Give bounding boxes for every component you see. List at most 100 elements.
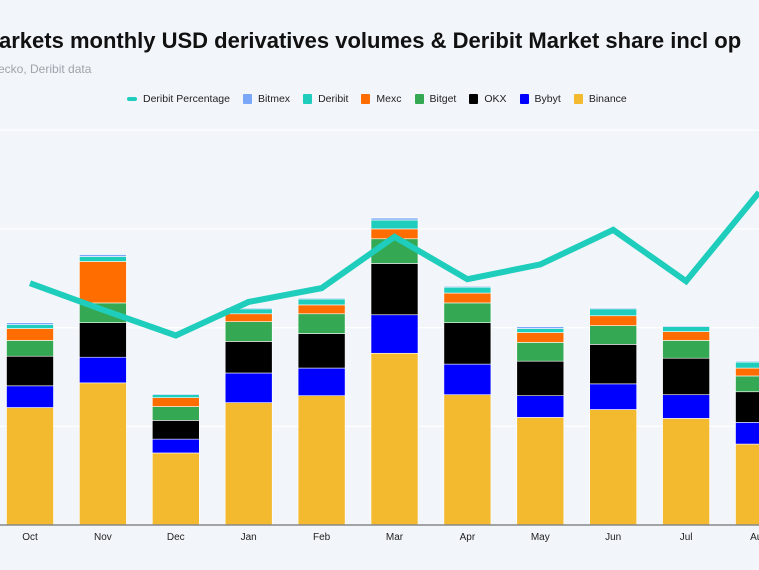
bar-bybyt-jan xyxy=(224,372,273,403)
bar-bybyt-feb xyxy=(297,367,346,397)
bar-okx-mar xyxy=(370,263,419,316)
bar-bitmex-nov xyxy=(79,254,127,257)
x-tick-label: Jun xyxy=(605,532,621,543)
bar-bitget-feb xyxy=(297,313,346,334)
bar-bitmex-oct xyxy=(6,322,54,325)
legend-label: Deribit xyxy=(318,93,349,105)
legend-swatch xyxy=(242,94,252,104)
legend-label: OKX xyxy=(484,93,507,105)
bar-deribit-feb xyxy=(297,298,346,306)
bar-okx-jun xyxy=(589,344,638,385)
bar-bybyt-nov xyxy=(79,356,127,384)
legend-label: Binance xyxy=(588,93,627,105)
x-tick-label: Feb xyxy=(313,532,331,543)
bar-deribit-mar xyxy=(370,219,419,230)
bar-deribit-dec xyxy=(152,394,200,398)
bar-binance-apr xyxy=(443,394,492,526)
x-tick-label: Aug xyxy=(750,532,759,543)
x-tick-label: Jul xyxy=(680,532,693,543)
bar-bybyt-apr xyxy=(443,363,492,396)
bar-bybyt-dec xyxy=(152,438,200,454)
bar-okx-aug xyxy=(735,391,759,423)
bar-mexc-apr xyxy=(443,292,492,304)
bar-okx-may xyxy=(516,360,565,397)
bar-bitget-jan xyxy=(224,321,273,342)
bar-okx-apr xyxy=(443,322,492,365)
bar-okx-dec xyxy=(152,420,200,440)
legend-item-mexc[interactable]: Mexc xyxy=(361,93,402,105)
bar-bitmex-apr xyxy=(443,285,492,288)
legend: Deribit Percentage Bitmex Deribit Mexc Bitge… xyxy=(127,93,627,105)
legend-label: Bitget xyxy=(429,93,457,105)
legend-label: Mexc xyxy=(376,93,402,105)
bar-okx-jan xyxy=(224,341,273,374)
bar-deribit-oct xyxy=(6,324,54,329)
legend-swatch xyxy=(469,94,479,104)
bar-deribit-apr xyxy=(443,286,492,294)
legend-item-bybyt[interactable]: Bybyt xyxy=(519,93,561,105)
bar-bybyt-jun xyxy=(589,383,638,410)
legend-swatch xyxy=(361,94,371,104)
bar-binance-jan xyxy=(224,402,273,526)
chart-title: arkets monthly USD derivatives volumes &… xyxy=(0,28,742,53)
bar-bybyt-oct xyxy=(6,385,54,408)
bar-bitmex-may xyxy=(516,326,565,329)
bar-mexc-nov xyxy=(79,261,127,304)
bar-bitget-may xyxy=(516,342,565,362)
legend-item-okx[interactable]: OKX xyxy=(469,93,507,105)
legend-item-bitmex[interactable]: Bitmex xyxy=(242,93,291,105)
bar-deribit-aug xyxy=(735,361,759,369)
bar-okx-oct xyxy=(6,355,54,387)
bar-binance-dec xyxy=(152,452,200,526)
bar-okx-feb xyxy=(297,333,346,369)
x-tick-label: Jan xyxy=(241,532,257,543)
legend-swatch xyxy=(127,97,137,101)
bar-binance-may xyxy=(516,417,565,526)
bar-mexc-dec xyxy=(152,397,200,407)
bar-binance-nov xyxy=(79,382,127,526)
legend-item-binance[interactable]: Binance xyxy=(573,93,627,105)
legend-item-deribit-percentage[interactable]: Deribit Percentage xyxy=(127,93,230,105)
x-tick-label: Mar xyxy=(386,532,404,543)
bar-binance-jun xyxy=(589,409,638,526)
bar-binance-feb xyxy=(297,395,346,526)
bar-bitget-dec xyxy=(152,406,200,421)
bar-bybyt-jul xyxy=(662,394,710,419)
bar-bitget-aug xyxy=(735,375,759,393)
bar-deribit-jul xyxy=(662,326,710,332)
bar-mexc-aug xyxy=(735,367,759,377)
x-tick-label: Nov xyxy=(94,532,112,543)
bar-bitget-jun xyxy=(589,325,638,345)
bar-bybyt-mar xyxy=(370,314,419,354)
legend-swatch xyxy=(303,94,313,104)
bar-deribit-jun xyxy=(589,308,638,317)
bar-bitmex-mar xyxy=(370,217,419,221)
bar-mexc-may xyxy=(516,332,565,343)
bar-bybyt-may xyxy=(516,395,565,418)
legend-swatch xyxy=(519,94,529,104)
bar-mexc-oct xyxy=(6,328,54,341)
legend-item-deribit[interactable]: Deribit xyxy=(303,93,348,105)
bar-okx-nov xyxy=(79,322,127,358)
bar-bitmex-dec xyxy=(152,393,200,396)
bar-mexc-feb xyxy=(297,304,346,315)
x-tick-label: May xyxy=(531,532,550,543)
legend-label: Bitmex xyxy=(257,93,291,105)
bar-bitmex-feb xyxy=(297,297,346,300)
bar-bitmex-aug xyxy=(735,360,759,363)
bar-bitget-apr xyxy=(443,302,492,323)
bar-binance-oct xyxy=(6,407,54,526)
bar-bybyt-aug xyxy=(735,422,759,445)
x-tick-label: Dec xyxy=(167,532,185,543)
legend-label: Bybyt xyxy=(534,93,561,105)
bar-bitmex-jun xyxy=(589,307,638,310)
bar-okx-jul xyxy=(662,357,710,396)
chart-subtitle: ecko, Deribit data xyxy=(0,62,92,76)
bar-bitget-oct xyxy=(6,340,54,357)
legend-swatch xyxy=(414,94,424,104)
bar-deribit-nov xyxy=(79,256,127,262)
bar-binance-jul xyxy=(662,418,710,526)
bar-deribit-may xyxy=(516,328,565,333)
legend-item-bitget[interactable]: Bitget xyxy=(414,93,457,105)
